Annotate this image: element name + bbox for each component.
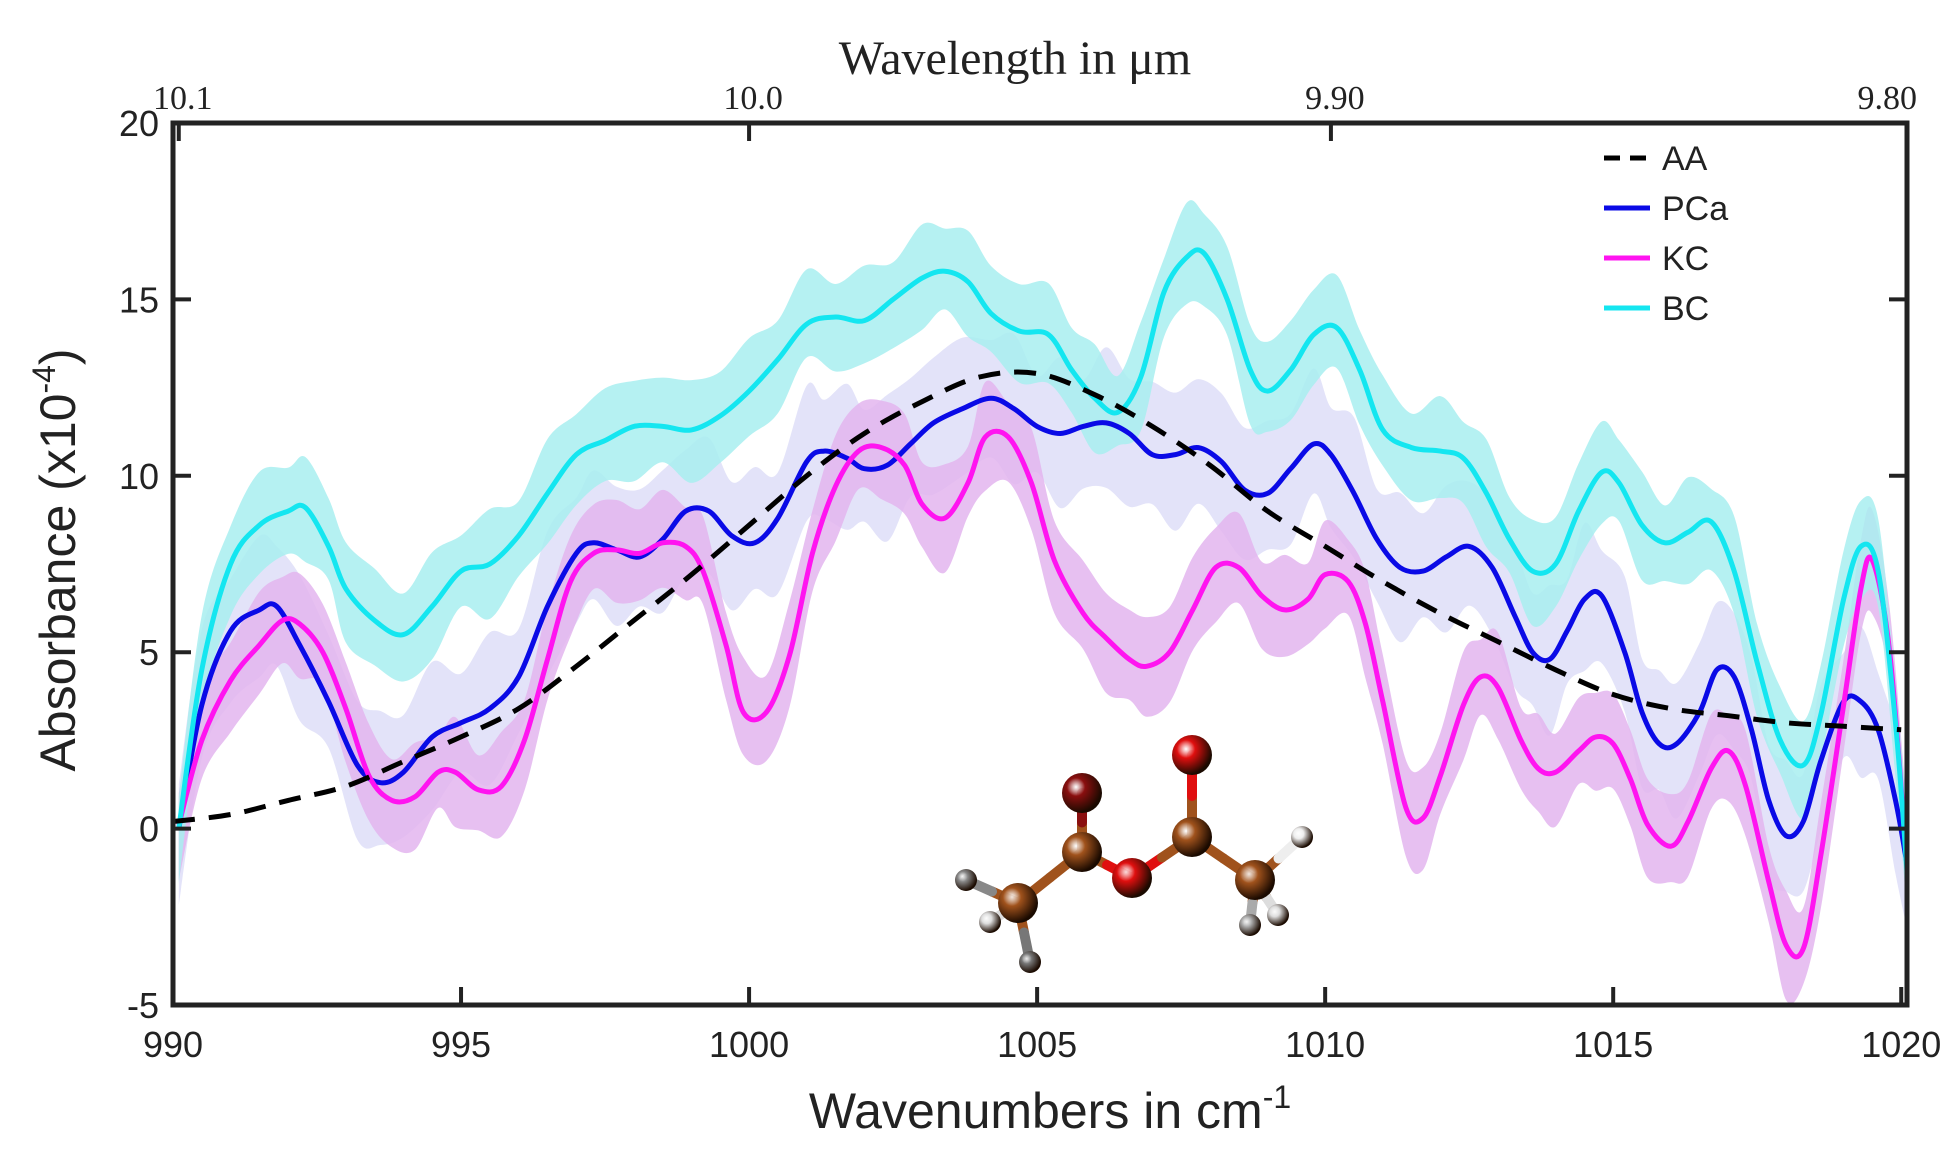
y-tick-label: 20 — [119, 103, 159, 144]
atom-c — [1172, 817, 1212, 857]
atom-h — [1019, 951, 1041, 973]
x-tick-label: 995 — [431, 1024, 491, 1065]
top-tick-label: 9.90 — [1305, 80, 1365, 117]
top-tick-label: 10.1 — [153, 80, 213, 117]
atom-h — [1291, 826, 1313, 848]
x-tick-label: 1020 — [1861, 1024, 1941, 1065]
atom-c — [1062, 832, 1102, 872]
legend-label-aa: AA — [1662, 140, 1708, 178]
top-tick-label: 9.80 — [1858, 80, 1918, 117]
plot-frame — [170, 120, 1910, 1008]
atom-h — [955, 869, 977, 891]
legend: AA PCa KC BC — [1604, 140, 1728, 328]
atom-h — [1239, 914, 1261, 936]
molecule-inset — [955, 735, 1313, 973]
y-tick-label: 10 — [119, 456, 159, 497]
legend-label-bc: BC — [1662, 290, 1709, 328]
band-kc — [178, 380, 1907, 1004]
band-pca — [178, 332, 1907, 929]
top-tick-label: 10.0 — [723, 80, 783, 117]
axis-ticks: 990 995 1000 1005 1010 1015 1020-50510152010.1… — [119, 80, 1941, 1065]
y-tick-label: 15 — [119, 279, 159, 320]
y-axis-title-suffix: ) — [30, 348, 86, 365]
series-line-pca — [176, 395, 1910, 865]
legend-label-kc: KC — [1662, 240, 1709, 278]
series-line-bc — [176, 247, 1910, 872]
y-axis-title: Absorbance (x10-4) — [26, 348, 86, 771]
series-lines — [172, 247, 1910, 960]
x-tick-label: 1005 — [997, 1024, 1077, 1065]
x-axis-title-superscript: -1 — [1263, 1079, 1291, 1115]
x-tick-label: 990 — [143, 1024, 203, 1065]
top-axis-title: Wavelength in μm — [839, 32, 1191, 85]
x-tick-label: 1015 — [1573, 1024, 1653, 1065]
atom-c — [998, 883, 1038, 923]
y-tick-label: 0 — [139, 809, 159, 850]
series-line-kc — [176, 428, 1910, 960]
atom-o — [1062, 773, 1102, 813]
y-axis-title-main: Absorbance (x10 — [30, 394, 86, 772]
y-tick-label: 5 — [139, 632, 159, 673]
atom-o — [1112, 858, 1152, 898]
x-axis-title: Wavenumbers in cm-1 — [809, 1079, 1291, 1139]
y-tick-label: -5 — [127, 985, 159, 1026]
atom-h — [979, 911, 1001, 933]
x-axis-title-main: Wavenumbers in cm — [809, 1083, 1263, 1139]
x-tick-label: 1010 — [1285, 1024, 1365, 1065]
atom-h — [1267, 904, 1289, 926]
atom-c — [1235, 860, 1275, 900]
legend-label-pca: PCa — [1662, 190, 1728, 228]
y-axis-title-superscript: -4 — [26, 365, 62, 393]
atom-o — [1172, 735, 1212, 775]
x-tick-label: 1000 — [709, 1024, 789, 1065]
